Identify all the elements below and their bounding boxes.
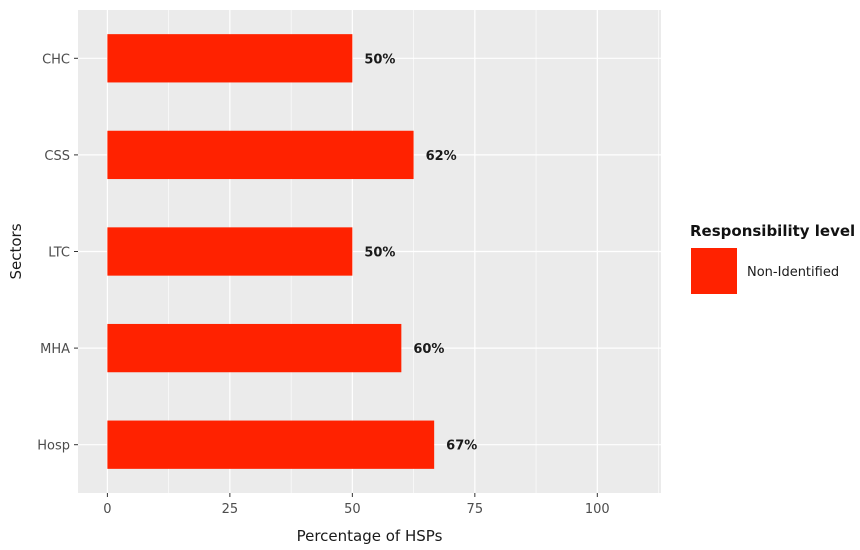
- x-tick-label: 50: [344, 502, 361, 517]
- bar-label-hosp: 67%: [446, 439, 477, 454]
- y-tick-label-css: CSS: [44, 149, 70, 164]
- bar-value-labels: 50% 62% 50% 60% 67%: [364, 52, 477, 453]
- bar-label-mha: 60%: [413, 342, 444, 357]
- bar-label-css: 62%: [426, 149, 457, 164]
- y-tick-label-hosp: Hosp: [37, 439, 70, 454]
- bar-chc: [107, 34, 353, 83]
- bar-label-chc: 50%: [364, 52, 395, 67]
- y-tick-label-mha: MHA: [40, 342, 70, 357]
- bar-css: [107, 130, 414, 180]
- x-axis: 0 25 50 75 100: [103, 493, 610, 517]
- y-axis-title: Sectors: [7, 223, 25, 279]
- x-tick-label: 100: [585, 502, 610, 517]
- bar-label-ltc: 50%: [364, 246, 395, 261]
- x-axis-title: Percentage of HSPs: [297, 527, 443, 545]
- bar-hosp: [107, 420, 435, 469]
- x-tick-label: 0: [103, 502, 111, 517]
- bar-mha: [107, 323, 402, 373]
- y-tick-label-chc: CHC: [42, 52, 70, 67]
- y-axis: CHC CSS LTC MHA Hosp: [37, 52, 78, 454]
- legend-label-non-identified: Non-Identified: [747, 265, 839, 280]
- bar-ltc: [107, 227, 353, 276]
- legend-key-non-identified: [691, 248, 737, 294]
- x-tick-label: 75: [467, 502, 484, 517]
- x-tick-label: 25: [222, 502, 239, 517]
- bars: [107, 34, 435, 469]
- y-tick-label-ltc: LTC: [48, 246, 70, 261]
- legend: Responsibility level Non-Identified: [690, 222, 855, 294]
- legend-title: Responsibility level: [690, 222, 855, 240]
